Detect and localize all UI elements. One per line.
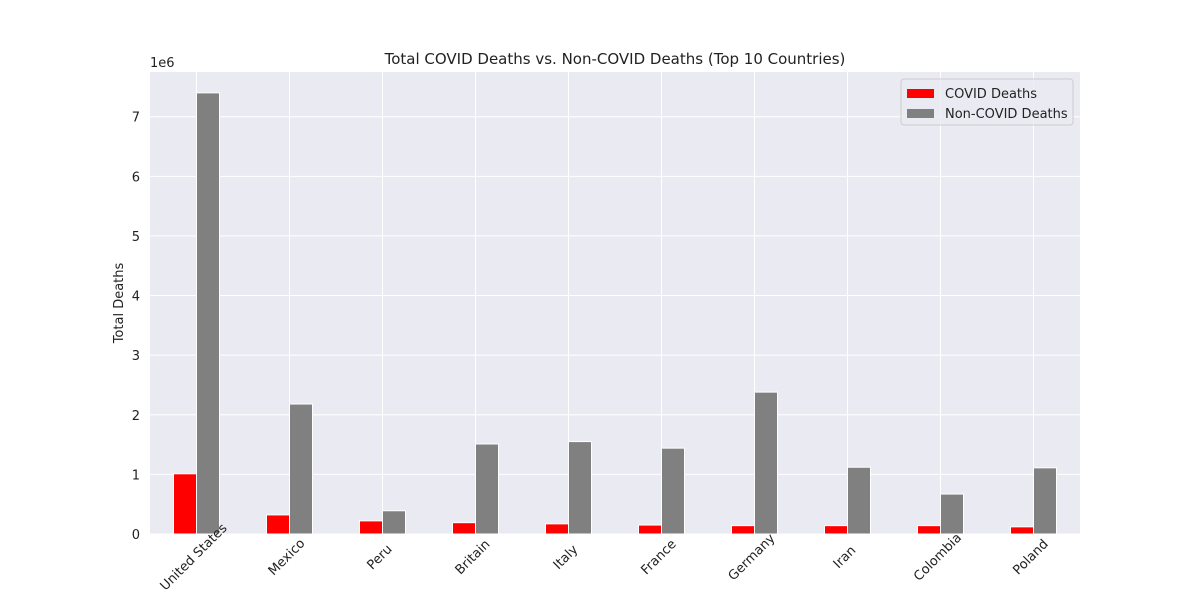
legend: COVID Deaths Non-COVID Deaths	[900, 78, 1074, 126]
y-tick-label: 3	[132, 349, 140, 364]
x-tick-label: Peru	[364, 542, 395, 573]
non-covid-deaths-bar	[847, 466, 871, 535]
covid-deaths-bar	[917, 525, 941, 535]
non-covid-deaths-bar	[1033, 467, 1057, 535]
non-covid-deaths-bar	[568, 441, 592, 535]
x-tick-label: Italy	[551, 542, 582, 573]
covid-deaths-bar	[824, 525, 848, 535]
non-covid-deaths-bar	[661, 447, 685, 535]
x-tick-label: Poland	[1010, 537, 1051, 578]
x-tick-label: Germany	[726, 531, 779, 584]
y-axis-ticks: 0 1 2 3 4 5 6 7	[132, 111, 140, 543]
x-tick-label: Colombia	[911, 531, 965, 585]
legend-label: Non-COVID Deaths	[945, 107, 1068, 122]
y-tick-label: 5	[132, 230, 140, 245]
covid-deaths-bar	[1010, 526, 1034, 535]
covid-deaths-bar	[452, 522, 476, 535]
y-tick-label: 0	[132, 528, 140, 543]
covid-deaths-bar	[173, 473, 197, 535]
non-covid-deaths-bar	[754, 391, 778, 535]
legend-swatch	[907, 109, 934, 118]
non-covid-deaths-bar	[382, 510, 406, 535]
y-tick-label: 1	[132, 468, 140, 483]
legend-swatch	[907, 89, 934, 98]
x-tick-label: Iran	[831, 543, 860, 572]
y-tick-label: 6	[132, 170, 140, 185]
non-covid-deaths-bar	[475, 443, 499, 535]
legend-label: COVID Deaths	[945, 87, 1037, 102]
non-covid-deaths-bar	[289, 403, 313, 535]
chart-title: Total COVID Deaths vs. Non-COVID Deaths …	[384, 50, 846, 68]
y-axis-offset-label: 1e6	[150, 56, 175, 71]
bars	[173, 92, 1057, 535]
non-covid-deaths-bar	[196, 92, 220, 535]
non-covid-deaths-bar	[940, 493, 964, 535]
y-tick-label: 4	[132, 290, 140, 305]
covid-deaths-bar	[545, 523, 569, 535]
legend-box	[900, 78, 1074, 126]
y-axis-label: Total Deaths	[112, 262, 127, 344]
y-tick-label: 7	[132, 111, 140, 126]
y-tick-label: 2	[132, 409, 140, 424]
covid-deaths-bar	[266, 514, 290, 535]
x-tick-label: France	[638, 537, 679, 578]
covid-deaths-bar	[638, 524, 662, 535]
x-tick-label: Mexico	[266, 536, 309, 579]
covid-deaths-bar	[359, 520, 383, 535]
x-tick-label: Britain	[453, 537, 494, 578]
covid-deaths-bar	[731, 525, 755, 535]
